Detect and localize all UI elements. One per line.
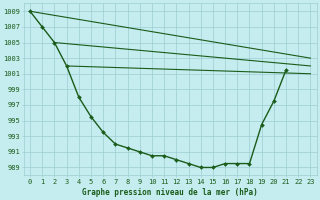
- X-axis label: Graphe pression niveau de la mer (hPa): Graphe pression niveau de la mer (hPa): [82, 188, 258, 197]
